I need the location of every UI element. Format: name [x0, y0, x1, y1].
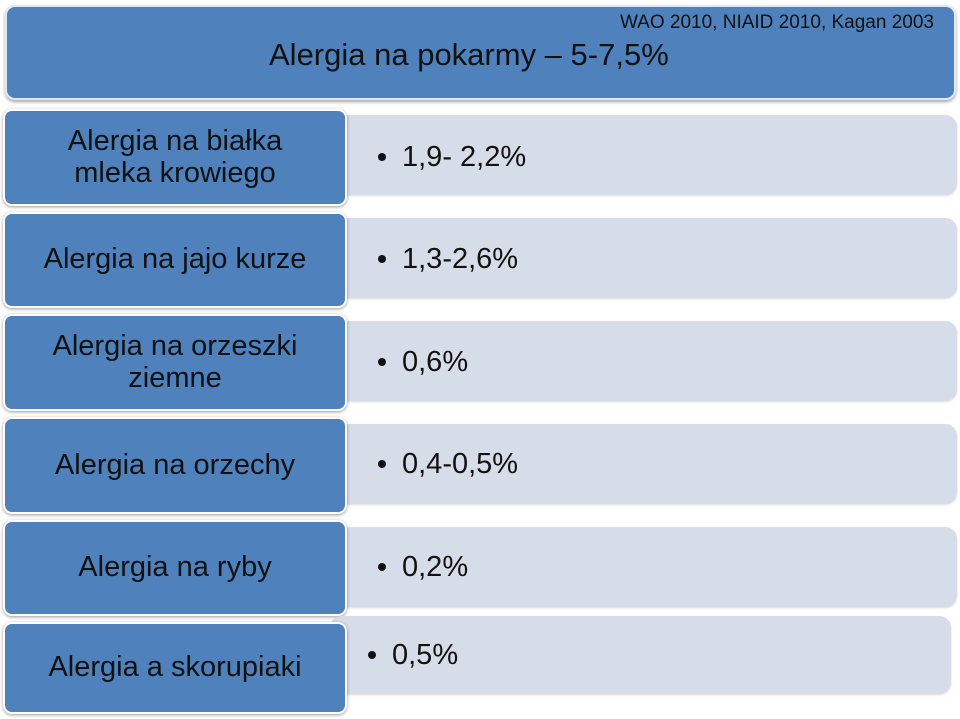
allergy-value-text: 0,4-0,5% — [402, 447, 519, 480]
allergy-value-text: 1,3-2,6% — [402, 242, 519, 275]
allergy-label: Alergia na białka mleka krowiego — [3, 109, 347, 206]
allergy-label-text: Alergia na orzeszki ziemne — [52, 329, 298, 394]
allergy-value: 1,3-2,6% — [378, 237, 518, 281]
allergy-label: Alergia a skorupiaki — [3, 622, 347, 714]
title-banner: WAO 2010, NIAID 2010, Kagan 2003 Alergia… — [5, 5, 956, 100]
value-panel — [330, 115, 957, 195]
bullet-dot-icon — [378, 358, 386, 366]
allergy-value: 1,9- 2,2% — [378, 135, 526, 179]
allergy-value: 0,6% — [378, 340, 468, 384]
value-panel — [330, 321, 957, 401]
value-panel — [330, 424, 957, 504]
allergy-label: Alergia na orzeszki ziemne — [3, 314, 347, 411]
allergy-value: 0,4-0,5% — [378, 442, 518, 486]
source-citation: WAO 2010, NIAID 2010, Kagan 2003 — [619, 12, 934, 33]
allergy-value: 0,5% — [368, 633, 458, 677]
slide-title: Alergia na pokarmy – 5-7,5% — [269, 37, 669, 72]
allergy-value-text: 0,2% — [402, 550, 469, 583]
allergy-value-text: 0,6% — [402, 345, 469, 378]
allergy-label: Alergia na orzechy — [3, 417, 347, 514]
bullet-dot-icon — [368, 651, 376, 659]
value-panel — [330, 218, 957, 298]
value-panel — [330, 527, 957, 607]
allergy-label-text: Alergia na ryby — [78, 551, 272, 584]
allergy-label: Alergia na jajo kurze — [3, 212, 347, 308]
bullet-dot-icon — [378, 563, 386, 571]
bullet-dot-icon — [378, 255, 386, 263]
bullet-dot-icon — [378, 153, 386, 161]
allergy-label-text: Alergia na białka mleka krowiego — [67, 124, 283, 189]
allergy-label-text: Alergia na orzechy — [54, 448, 296, 481]
allergy-label-text: Alergia a skorupiaki — [48, 651, 302, 684]
allergy-value-text: 0,5% — [392, 638, 459, 671]
bullet-dot-icon — [378, 460, 386, 468]
allergy-label-text: Alergia na jajo kurze — [43, 243, 307, 276]
allergy-value-text: 1,9- 2,2% — [402, 140, 527, 173]
allergy-value: 0,2% — [378, 545, 468, 589]
value-panel — [330, 616, 951, 694]
allergy-label: Alergia na ryby — [3, 520, 347, 616]
